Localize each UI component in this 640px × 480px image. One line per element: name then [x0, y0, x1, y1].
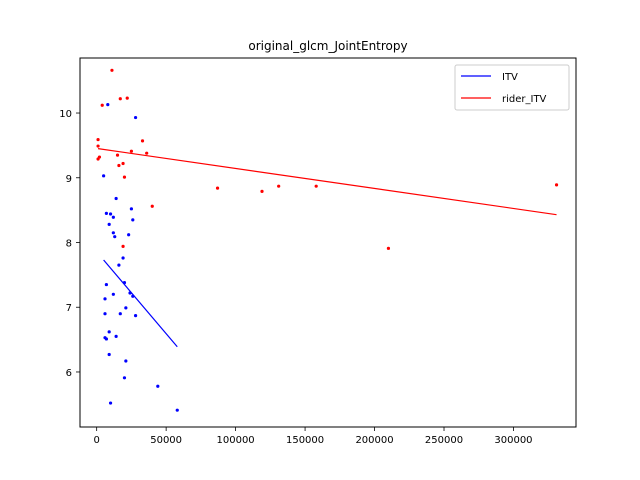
point-itv-12	[127, 233, 131, 237]
point-rider-itv-10	[129, 149, 134, 153]
point-rider-itv-18	[277, 184, 281, 188]
point-rider-itv-17	[260, 189, 264, 193]
legend-label-itv: ITV	[502, 72, 518, 83]
point-itv-2	[102, 174, 106, 178]
chart-title: original_glcm_JointEntropy	[248, 39, 407, 53]
x-tick-label: 300000	[494, 435, 532, 446]
point-itv-30	[124, 359, 128, 363]
point-itv-28	[114, 334, 118, 338]
point-itv-7	[129, 207, 134, 211]
y-tick-label: 6	[66, 368, 72, 379]
point-itv-5	[108, 212, 113, 216]
point-rider-itv-15	[150, 204, 154, 208]
point-rider-itv-7	[96, 157, 100, 161]
point-rider-itv-16	[215, 186, 220, 190]
point-rider-itv-11	[145, 151, 149, 155]
point-rider-itv-12	[121, 161, 125, 166]
point-rider-itv-21	[121, 244, 125, 248]
x-tick-label: 50000	[150, 435, 182, 446]
point-rider-itv-22	[386, 246, 391, 250]
point-itv-14	[117, 263, 121, 267]
x-tick-label: 100000	[217, 435, 255, 446]
point-itv-20	[131, 294, 135, 298]
point-rider-itv-0	[110, 68, 114, 72]
point-rider-itv-1	[118, 97, 122, 101]
point-itv-8	[131, 218, 135, 222]
point-itv-6	[111, 215, 115, 219]
point-itv-1	[133, 115, 138, 120]
trend-lines	[97, 148, 557, 348]
point-itv-25	[107, 330, 111, 334]
point-itv-33	[108, 401, 113, 405]
point-rider-itv-2	[125, 96, 129, 100]
y-axis: 6 7 8 9 10	[59, 109, 80, 379]
y-tick-label: 7	[66, 303, 72, 314]
point-rider-itv-4	[96, 137, 100, 142]
legend: ITV rider_ITV	[454, 64, 570, 111]
point-itv-34	[175, 408, 179, 412]
y-tick-label: 10	[59, 109, 72, 120]
point-rider-itv-5	[96, 144, 100, 148]
point-itv-27	[104, 337, 108, 341]
point-itv-19	[103, 297, 107, 301]
point-itv-31	[122, 376, 127, 380]
point-rider-itv-9	[115, 153, 120, 157]
x-tick-label: 250000	[425, 435, 463, 446]
point-rider-itv-14	[122, 175, 127, 179]
x-tick-label: 200000	[355, 435, 393, 446]
point-itv-13	[121, 256, 125, 260]
point-itv-16	[122, 281, 127, 285]
point-itv-22	[103, 312, 107, 316]
point-itv-23	[118, 312, 122, 316]
x-tick-label: 150000	[286, 435, 324, 446]
plot-frame	[79, 57, 577, 428]
trend-line-itv	[103, 259, 178, 348]
point-itv-18	[111, 292, 115, 296]
point-rider-itv-20	[554, 183, 559, 187]
point-rider-itv-19	[314, 184, 318, 188]
point-itv-11	[113, 235, 117, 239]
point-rider-itv-13	[117, 163, 121, 168]
legend-label-rider-itv: rider_ITV	[502, 94, 547, 105]
trend-line-rider-itv	[97, 148, 557, 216]
point-rider-itv-8	[140, 139, 145, 143]
x-tick-label: 0	[93, 435, 99, 446]
point-itv-3	[114, 196, 118, 201]
data-points	[96, 68, 559, 412]
y-tick-label: 9	[66, 174, 72, 185]
point-itv-15	[104, 282, 108, 287]
point-itv-0	[106, 103, 110, 107]
x-axis: 0 50000 100000 150000 200000 250000 300000	[93, 427, 533, 446]
point-itv-21	[124, 306, 128, 310]
y-tick-label: 8	[66, 239, 72, 250]
point-itv-17	[128, 291, 132, 295]
point-itv-9	[107, 222, 111, 226]
point-itv-4	[104, 211, 108, 215]
point-itv-24	[133, 314, 138, 318]
point-itv-32	[156, 384, 160, 388]
point-itv-29	[107, 352, 111, 357]
point-itv-10	[111, 231, 115, 235]
point-rider-itv-3	[100, 103, 104, 107]
